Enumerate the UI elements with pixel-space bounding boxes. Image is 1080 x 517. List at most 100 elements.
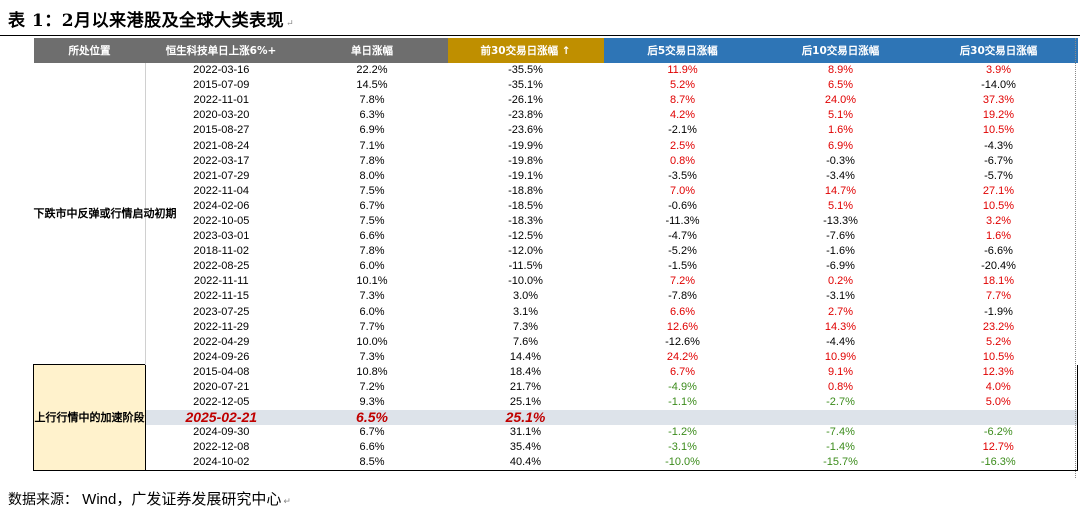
- table-row: 2015-07-09 14.5% -35.1% 5.2% 6.5% -14.0%: [34, 78, 1078, 93]
- table-body: 下跌市中反弹或行情启动初期 2022-03-16 22.2% -35.5% 11.9% 8…: [33, 63, 1078, 472]
- next-10d-cell: -0.3%: [826, 154, 855, 167]
- next-30d-cell: 5.0%: [919, 395, 1078, 411]
- daily-gain-cell: 6.9%: [359, 124, 385, 137]
- prior-30d-cell: 18.4%: [509, 365, 542, 378]
- prior-30d-cell: -19.8%: [508, 154, 543, 167]
- next-5d-cell: -4.9%: [668, 381, 697, 394]
- header-next-30d: 后30交易日涨幅: [919, 38, 1078, 63]
- source-label: 数据来源：: [8, 492, 78, 508]
- next-30d-cell: [919, 410, 1078, 426]
- table-row: 2022-08-25 6.0% -11.5% -1.5% -6.9% -20.4%: [34, 259, 1078, 274]
- daily-gain-cell: 22.2%: [356, 64, 388, 77]
- next-5d-cell: -4.7%: [668, 230, 697, 243]
- next-30d-cell: 3.2%: [985, 214, 1012, 227]
- next-5d-cell: 4.2%: [669, 109, 696, 122]
- daily-gain-cell: 6.7%: [359, 199, 385, 212]
- next-30d-cell: 10.5%: [982, 199, 1015, 212]
- prior-30d-cell: -35.5%: [508, 64, 543, 77]
- prior-30d-cell: 31.1%: [509, 426, 542, 439]
- date-cell: 2022-11-11: [193, 275, 249, 288]
- date-cell: 2015-07-09: [193, 79, 250, 92]
- daily-gain-cell: 6.3%: [359, 109, 385, 122]
- next-10d-cell: -6.9%: [826, 260, 855, 273]
- next-10d-cell: 8.9%: [827, 64, 854, 77]
- next-5d-cell: 6.7%: [669, 365, 696, 378]
- next-10d-cell: 6.5%: [827, 79, 854, 92]
- next-30d-cell: 27.1%: [982, 184, 1015, 197]
- daily-gain-cell: 7.8%: [359, 245, 385, 258]
- right-edge-marker: [1075, 38, 1076, 478]
- daily-gain-cell: 10.0%: [356, 335, 388, 348]
- prior-30d-cell: 35.4%: [509, 441, 542, 454]
- table-row: 2024-10-02 8.5% 40.4% -10.0% -15.7% -16.3%: [34, 455, 1078, 472]
- table-row: 2020-07-21 7.2% 21.7% -4.9% 0.8% 4.0%: [34, 379, 1078, 396]
- next-30d-cell: -6.2%: [919, 425, 1078, 441]
- prior-30d-cell: 25.1%: [447, 410, 604, 426]
- next-10d-cell: 0.2%: [827, 275, 854, 288]
- daily-gain-cell: 7.1%: [359, 139, 385, 152]
- next-10d-cell: -15.7%: [761, 455, 920, 472]
- next-5d-cell: 7.0%: [669, 184, 696, 197]
- title-bar: 表 1：2月以来港股及全球大类表现 ↵: [0, 0, 1080, 36]
- table-row: 2022-04-29 10.0% 7.6% -12.6% -4.4% 5.2%: [34, 335, 1078, 350]
- header-date: 恒生科技单日上涨6%+: [145, 38, 297, 63]
- stage-label: 下跌市中反弹或行情启动初期: [33, 63, 177, 365]
- daily-gain-cell: 7.3%: [359, 350, 385, 363]
- date-cell: 2022-03-16: [193, 64, 250, 77]
- next-10d-cell: 10.9%: [824, 350, 857, 363]
- date-cell: 2024-09-30: [193, 426, 250, 439]
- next-5d-cell: 0.8%: [669, 154, 696, 167]
- next-30d-cell: 10.5%: [982, 350, 1015, 363]
- table-row: 2022-12-05 9.3% 25.1% -1.1% -2.7% 5.0%: [34, 395, 1078, 411]
- prior-30d-cell: -35.1%: [508, 79, 543, 92]
- next-10d-cell: -13.3%: [823, 214, 858, 227]
- next-5d-cell: 11.9%: [667, 64, 698, 77]
- prior-30d-cell: 7.3%: [512, 320, 539, 333]
- next-30d-cell: -4.3%: [984, 139, 1013, 152]
- table-row: 下跌市中反弹或行情启动初期 2022-03-16 22.2% -35.5% 11.9% 8…: [33, 63, 1078, 365]
- table-row: 2018-11-02 7.8% -12.0% -5.2% -1.6% -6.6%: [34, 244, 1078, 259]
- date-cell: 2021-07-29: [193, 169, 250, 182]
- source-note: 数据来源： Wind，广发证券发展研究中心 ↵: [8, 488, 291, 509]
- daily-gain-cell: 6.0%: [359, 260, 385, 273]
- prior-30d-cell: -12.5%: [508, 230, 543, 243]
- date-cell: 2018-11-02: [193, 245, 249, 258]
- next-5d-cell: 24.2%: [666, 350, 699, 363]
- table-row: 2022-03-17 7.8% -19.8% 0.8% -0.3% -6.7%: [34, 154, 1078, 169]
- date-cell: 2022-12-05: [193, 396, 250, 409]
- next-10d-cell: -3.4%: [826, 169, 855, 182]
- next-30d-cell: 19.2%: [982, 109, 1015, 122]
- header-next-5d: 后5交易日涨幅: [603, 38, 762, 63]
- next-5d-cell: 7.2%: [669, 275, 696, 288]
- next-30d-cell: 10.5%: [982, 124, 1015, 137]
- next-5d-cell: -1.2%: [668, 426, 697, 439]
- daily-gain-cell: 8.5%: [296, 455, 448, 472]
- date-cell: 2022-11-15: [193, 290, 249, 303]
- table-row: 2025-02-21 6.5% 25.1%: [34, 410, 1078, 426]
- daily-gain-cell: 6.6%: [359, 441, 385, 454]
- next-5d-cell: -11.3%: [665, 214, 700, 227]
- daily-gain-cell: 10.8%: [356, 365, 388, 378]
- header-prior-30d[interactable]: 前30交易日涨幅 ↑: [447, 38, 604, 63]
- prior-30d-cell: 40.4%: [447, 455, 604, 472]
- date-cell: 2020-07-21: [193, 381, 250, 394]
- table-row: 2022-11-04 7.5% -18.8% 7.0% 14.7% 27.1%: [34, 184, 1078, 199]
- next-30d-cell: -20.4%: [981, 260, 1016, 273]
- next-30d-cell: 1.6%: [985, 230, 1012, 243]
- next-5d-cell: -10.0%: [603, 455, 762, 472]
- next-10d-cell: 5.1%: [827, 199, 854, 212]
- next-30d-cell: -6.6%: [984, 245, 1013, 258]
- date-cell: 2024-09-26: [193, 350, 250, 363]
- prior-30d-cell: -11.5%: [508, 260, 543, 273]
- next-10d-cell: -7.6%: [826, 230, 855, 243]
- next-5d-cell: 6.6%: [669, 305, 696, 318]
- next-5d-cell: -0.6%: [668, 199, 697, 212]
- date-cell: 2024-10-02: [145, 455, 297, 472]
- prior-30d-cell: -12.0%: [508, 245, 543, 258]
- next-30d-cell: 7.7%: [985, 290, 1012, 303]
- next-10d-cell: 14.3%: [824, 320, 857, 333]
- next-5d-cell: -5.2%: [668, 245, 697, 258]
- table-row: 2021-08-24 7.1% -19.9% 2.5% 6.9% -4.3%: [34, 138, 1078, 153]
- next-30d-cell: -1.9%: [984, 305, 1013, 318]
- paragraph-mark-icon: ↵: [286, 19, 295, 29]
